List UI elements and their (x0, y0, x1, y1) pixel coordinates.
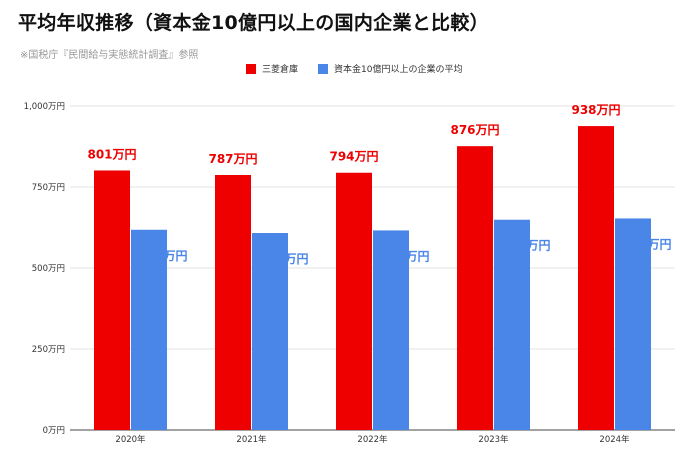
data-label-series1: 801万円 (87, 147, 136, 161)
data-label-series1: 938万円 (571, 103, 620, 117)
data-label-series1: 794万円 (329, 150, 378, 164)
legend-item-series1: 三菱倉庫 (246, 62, 298, 75)
bar-series1 (457, 146, 493, 430)
y-tick-label: 750万円 (32, 183, 65, 193)
x-tick-label: 2022年 (357, 434, 388, 445)
x-tick-label: 2021年 (236, 434, 267, 445)
bar-series2 (615, 218, 651, 430)
legend-label-series2: 資本金10億円以上の企業の平均 (334, 65, 463, 75)
x-tick-label: 2020年 (115, 434, 146, 445)
data-label-series2: 618万円 (138, 249, 187, 263)
y-tick-label: 1,000万円 (24, 102, 65, 112)
bar-series2 (373, 230, 409, 430)
data-label-series1: 787万円 (208, 152, 257, 166)
legend: 三菱倉庫 資本金10億円以上の企業の平均 (246, 62, 482, 75)
legend-label-series1: 三菱倉庫 (262, 65, 299, 75)
data-label-series2: 616万円 (380, 249, 429, 263)
legend-swatch-series1 (246, 63, 256, 74)
legend-swatch-series2 (318, 63, 329, 74)
data-label-series1: 876万円 (450, 123, 499, 137)
data-label-series2: 649万円 (501, 239, 550, 253)
bar-series2 (131, 229, 167, 430)
source-note: ※国税庁『民間給与実態統計調査』参照 (20, 50, 199, 61)
y-tick-label: 500万円 (32, 264, 65, 274)
x-tick-label: 2023年 (478, 434, 509, 445)
legend-item-series2: 資本金10億円以上の企業の平均 (318, 62, 462, 75)
bar-series2 (252, 233, 288, 430)
x-tick-label: 2024年 (599, 434, 630, 445)
bar-series1 (336, 172, 372, 430)
bar-series1 (578, 126, 614, 430)
bar-series1 (215, 175, 251, 430)
bar-series2 (494, 219, 530, 430)
y-tick-label: 250万円 (32, 345, 65, 355)
data-label-series2: 653万円 (622, 237, 671, 251)
y-tick-label: 0万円 (43, 426, 65, 436)
data-label-series2: 608万円 (259, 252, 308, 266)
chart-title: 平均年収推移（資本金10億円以上の国内企業と比較） (18, 12, 489, 34)
bar-series1 (94, 170, 130, 430)
